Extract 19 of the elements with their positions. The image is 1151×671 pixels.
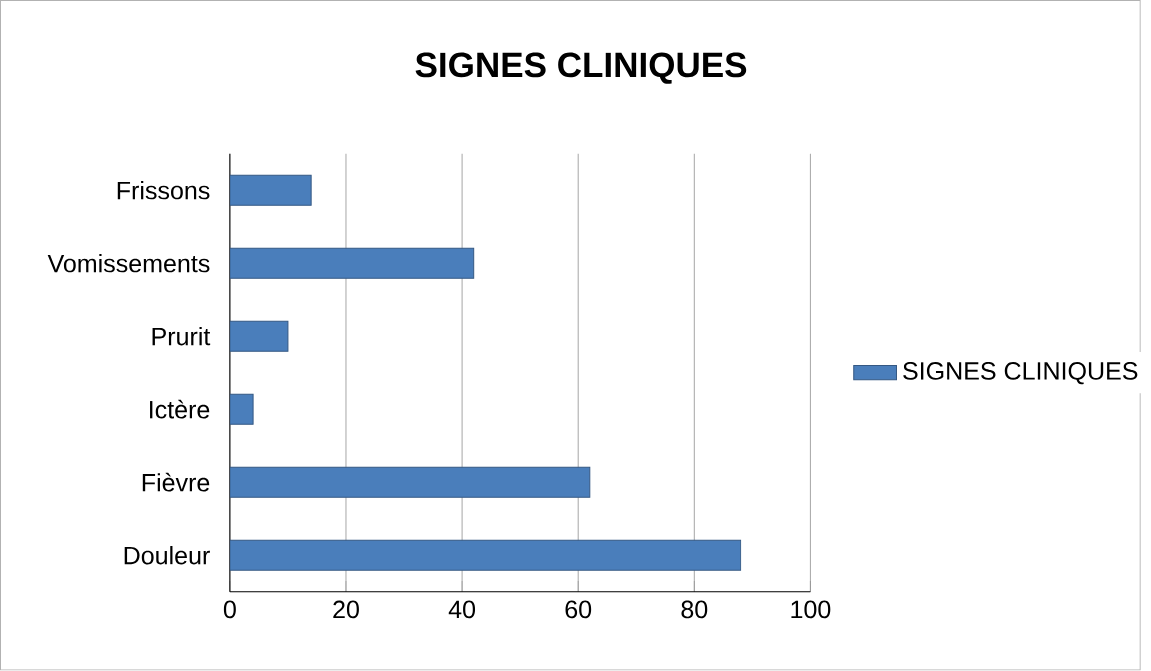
y-tick-label: Vomissements [47, 254, 210, 273]
bar [229, 247, 475, 279]
y-tick-label: Fièvre [142, 473, 210, 492]
bar [229, 174, 312, 206]
bar [229, 539, 742, 571]
y-tick-label: Douleur [124, 546, 210, 565]
chart-title: SIGNES CLINIQUES [415, 52, 747, 85]
x-tick-label: 60 [565, 600, 592, 619]
x-tick-label: 40 [448, 600, 476, 619]
x-tick-label: 80 [681, 600, 708, 619]
legend-label: SIGNES CLINIQUES [903, 362, 1138, 385]
x-tick-label: 100 [791, 600, 831, 619]
bar [229, 466, 591, 498]
bar [229, 320, 289, 352]
y-tick-label: Prurit [152, 327, 211, 346]
x-tick-label: 20 [333, 600, 359, 619]
x-tick-label: 0 [223, 600, 236, 619]
y-tick-label: Ictère [150, 400, 210, 419]
y-tick-label: Frissons [117, 181, 210, 200]
